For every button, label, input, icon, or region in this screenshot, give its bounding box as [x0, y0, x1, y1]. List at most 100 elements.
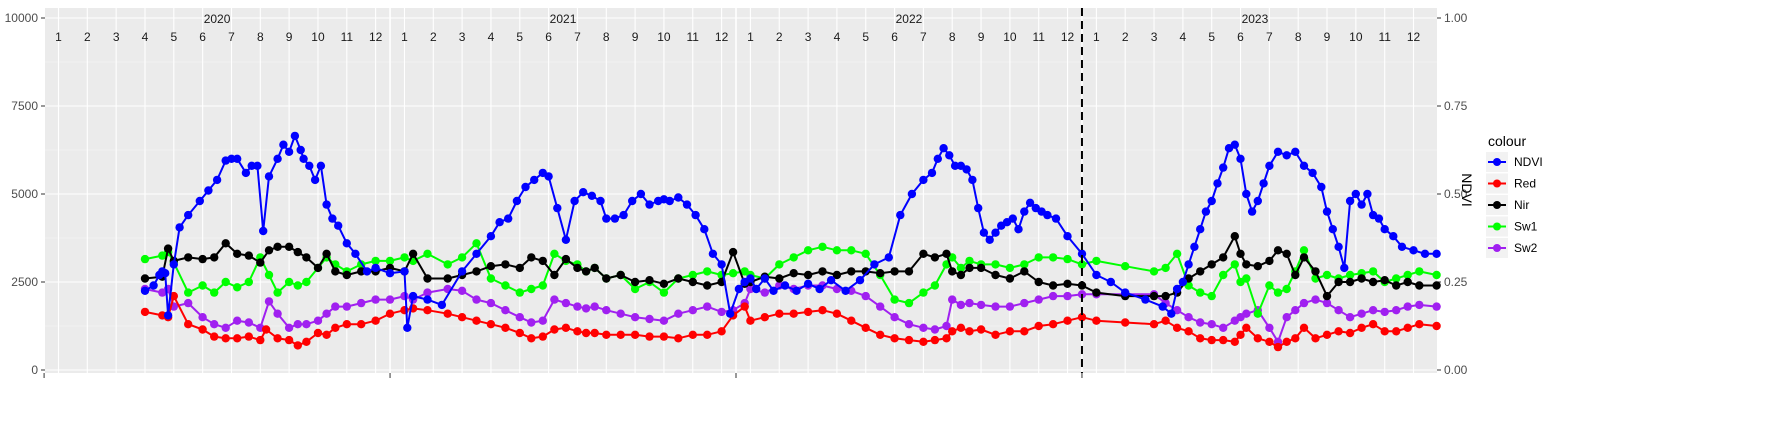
data-point-red — [261, 325, 271, 334]
data-point-red — [1311, 334, 1320, 343]
data-point-ndvi — [437, 300, 447, 310]
data-point-red — [1253, 334, 1263, 343]
left-tick-label: 10000 — [5, 11, 39, 25]
data-point-ndvi — [279, 140, 288, 149]
data-point-red — [659, 332, 669, 341]
data-point-ndvi — [1020, 207, 1029, 216]
data-point-ndvi — [1259, 179, 1268, 188]
data-point-nir — [1322, 291, 1332, 301]
data-point-ndvi — [855, 276, 865, 285]
data-point-sw2 — [357, 298, 366, 308]
data-point-ndvi — [553, 203, 562, 213]
year-label: 2020 — [204, 12, 231, 26]
data-point-sw2 — [1034, 295, 1043, 304]
month-label: 3 — [1151, 30, 1158, 44]
data-point-sw2 — [1020, 298, 1029, 308]
data-point-red — [847, 316, 856, 325]
data-point-ndvi — [351, 249, 360, 258]
data-point-sw2 — [198, 313, 207, 322]
data-point-red — [645, 332, 654, 341]
year-label: 2023 — [1242, 12, 1269, 26]
data-point-ndvi — [322, 200, 331, 209]
data-point-red — [273, 334, 282, 343]
right-tick-label: 0.75 — [1444, 99, 1468, 113]
data-point-ndvi — [1409, 246, 1418, 255]
data-point-red — [550, 325, 559, 334]
legend-key-point — [1493, 222, 1501, 231]
data-point-sw2 — [688, 306, 697, 315]
data-point-nir — [876, 269, 885, 278]
month-label: 7 — [228, 30, 235, 44]
data-point-nir — [538, 256, 547, 266]
data-point-sw1 — [1219, 270, 1228, 280]
data-point-ndvi — [184, 210, 193, 220]
data-point-sw2 — [457, 286, 467, 295]
month-label: 8 — [257, 30, 264, 44]
data-point-ndvi — [1207, 196, 1216, 206]
data-point-sw2 — [876, 302, 885, 311]
data-point-red — [284, 335, 294, 345]
data-point-red — [457, 313, 467, 322]
data-point-sw1 — [221, 277, 230, 287]
data-point-ndvi — [841, 286, 850, 295]
data-point-red — [1236, 330, 1245, 339]
legend-key-point — [1493, 158, 1501, 166]
data-point-ndvi — [1397, 242, 1407, 251]
data-point-ndvi — [769, 286, 778, 295]
month-label: 10 — [657, 30, 671, 44]
data-point-red — [198, 325, 207, 334]
data-point-nir — [342, 270, 351, 280]
data-point-sw1 — [198, 281, 207, 290]
data-point-sw2 — [550, 295, 559, 304]
data-point-red — [1415, 320, 1424, 329]
data-point-ndvi — [760, 274, 769, 283]
data-point-ndvi — [1389, 232, 1398, 241]
data-point-nir — [1236, 249, 1245, 258]
data-point-nir — [1230, 232, 1240, 241]
data-point-ndvi — [974, 203, 983, 213]
data-point-sw2 — [956, 300, 966, 310]
data-point-ndvi — [1282, 151, 1291, 160]
data-point-ndvi — [1190, 242, 1199, 251]
data-point-ndvi — [1299, 161, 1309, 170]
data-point-nir — [472, 267, 481, 276]
data-point-red — [948, 327, 957, 336]
data-point-sw2 — [221, 323, 230, 332]
data-point-sw1 — [703, 267, 712, 276]
data-point-nir — [293, 247, 302, 257]
data-point-red — [1345, 328, 1355, 338]
data-point-ndvi — [241, 168, 251, 178]
data-point-ndvi — [1308, 168, 1317, 178]
data-point-ndvi — [403, 323, 412, 332]
data-point-ndvi — [140, 286, 150, 295]
data-point-ndvi — [780, 281, 790, 290]
month-label: 8 — [1295, 30, 1302, 44]
data-point-ndvi — [400, 267, 409, 276]
data-point-sw1 — [264, 270, 274, 280]
data-point-nir — [1242, 260, 1251, 269]
data-point-nir — [602, 274, 611, 283]
month-label: 12 — [1407, 30, 1421, 44]
legend-label: Nir — [1514, 198, 1529, 212]
data-point-ndvi — [1345, 196, 1355, 206]
data-point-ndvi — [1253, 196, 1263, 206]
data-point-ndvi — [1420, 249, 1430, 258]
data-point-ndvi — [264, 172, 274, 181]
data-point-sw2 — [861, 291, 870, 301]
data-point-sw1 — [904, 298, 914, 308]
data-point-ndvi — [334, 221, 343, 230]
data-point-sw1 — [515, 288, 524, 297]
data-point-sw2 — [991, 302, 1000, 311]
data-point-sw1 — [1392, 274, 1401, 283]
data-point-red — [293, 341, 302, 350]
month-label: 5 — [170, 30, 177, 44]
data-point-red — [184, 320, 193, 329]
data-point-ndvi — [919, 175, 928, 185]
month-label: 9 — [286, 30, 293, 44]
data-point-sw1 — [1368, 267, 1378, 276]
data-point-sw2 — [302, 320, 311, 329]
data-point-red — [210, 332, 219, 341]
data-point-sw1 — [991, 260, 1000, 269]
data-point-ndvi — [299, 154, 308, 163]
data-point-red — [789, 309, 798, 318]
